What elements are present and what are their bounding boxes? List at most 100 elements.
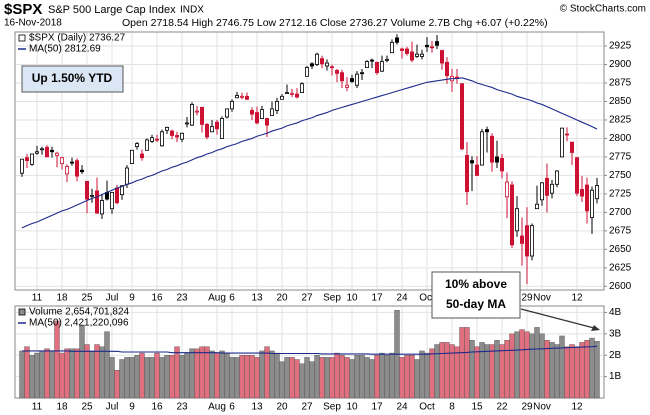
volume-bar [579,342,585,399]
y-tick-label: 2700 [609,207,632,218]
volume-bar [69,348,75,399]
candle-body [234,95,239,99]
y-tick-label: 2925 [609,41,632,52]
candle-body [429,46,434,49]
candle-body [359,72,364,75]
x-tick-label: 13 [251,402,263,413]
x-tick-label: 9 [129,293,135,304]
candle-body [570,141,575,153]
candle-body [115,187,120,204]
x-tick-label: Jul [106,293,119,304]
legend-label: MA(50) 2812.69 [29,44,101,55]
volume-bar [144,357,150,399]
volume-bar [379,352,385,399]
candle-body [535,203,540,210]
volume-bar [249,355,255,399]
x-tick-label: 23 [176,293,188,304]
volume-bar [584,340,590,399]
x-tick-label: 10 [346,293,358,304]
candle-body [85,180,90,200]
volume-bar [329,357,335,399]
candle-body [550,183,555,194]
candle-body [404,48,409,54]
y-tick-label: 2900 [609,59,632,70]
x-tick-label: 24 [396,293,408,304]
candle-body [60,157,65,164]
volume-bar [194,348,200,399]
volume-bar [209,350,215,399]
candle-body [464,155,469,193]
x-tick-label: Nov [533,293,551,304]
x-tick-label: 18 [56,402,68,413]
candle-body [110,192,115,210]
volume-bar [259,350,265,399]
candle-body [504,181,509,198]
volume-bar [279,361,285,399]
volume-bar [419,350,425,399]
volume-bar [409,355,415,399]
candle-body [65,166,70,175]
volume-bar [134,355,140,399]
candle-body [499,158,504,172]
candle-body [399,48,404,51]
y-tick-label: 2850 [609,96,632,107]
moving-average-line [22,345,598,355]
x-tick-label: Aug [208,402,226,413]
candle-body [269,108,274,116]
x-tick-label: 20 [276,402,288,413]
volume-bar [464,327,470,399]
candle-body [515,208,520,232]
volume-bar [539,333,545,399]
volume-bar [219,350,225,399]
volume-bar [124,357,130,399]
y-tick-label: 1B [609,371,622,382]
candle-body [289,92,294,95]
candle-body [364,61,369,68]
volume-bar [334,352,340,399]
x-tick-label: 29 [521,402,533,413]
volume-bar [344,357,350,399]
candle-body [120,185,125,196]
candle-body [199,107,204,125]
candle-body [259,109,264,119]
x-tick-label: 29 [521,293,533,304]
volume-bar [594,341,600,399]
candle-body [575,157,580,194]
candle-body [254,112,259,124]
volume-bar [574,346,580,399]
volume-bar [19,350,25,399]
candle-body [204,124,209,138]
volume-bar [349,359,355,399]
volume-bar [364,357,370,399]
annotation-box [21,65,124,93]
volume-bar [554,344,560,399]
candle-body [239,95,244,98]
volume-bar [404,355,410,399]
volume-bar [484,344,490,399]
volume-bar [29,355,35,399]
volume-bar [289,357,295,399]
volume-bar [139,352,145,399]
volume-bar [24,346,30,399]
y-tick-label: 2600 [609,281,632,292]
candle-body [585,184,590,212]
volume-bar [154,352,160,399]
candle-body [540,182,545,201]
x-tick-label: 11 [32,293,43,304]
candle-body [90,194,95,197]
volume-bar [234,357,240,399]
x-tick-label: 23 [176,402,188,413]
candle-body [139,153,144,159]
x-tick-label: Aug [208,293,226,304]
y-tick-label: 2825 [609,115,632,126]
candle-body [469,160,474,164]
volume-bar [474,346,480,399]
volume-bar [499,344,505,399]
candle-body [154,138,159,141]
volume-bar [479,342,485,399]
candle-body [439,50,444,64]
x-tick-label: 17 [371,293,383,304]
candle-body [555,170,560,185]
